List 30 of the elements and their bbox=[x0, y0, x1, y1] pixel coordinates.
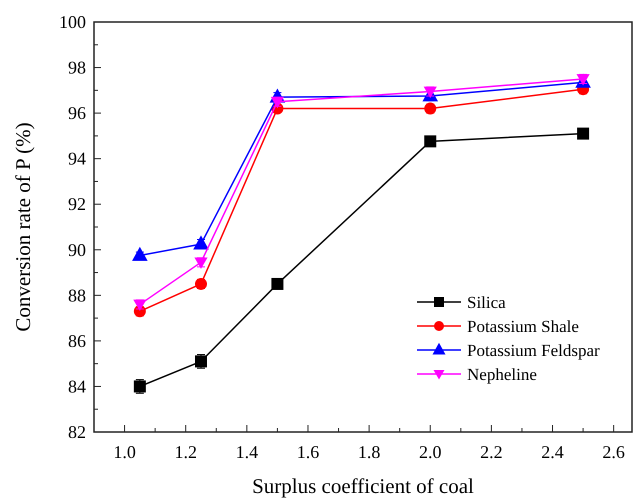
y-tick-label: 92 bbox=[68, 194, 86, 214]
x-tick-label: 1.4 bbox=[236, 442, 258, 462]
y-tick-label: 96 bbox=[68, 103, 86, 124]
legend-label: Potassium Feldspar bbox=[467, 341, 600, 360]
x-tick-label: 1.0 bbox=[113, 442, 136, 462]
x-tick-label: 1.2 bbox=[174, 442, 197, 462]
y-tick-label: 94 bbox=[68, 148, 86, 169]
x-tick-label: 1.6 bbox=[296, 442, 320, 462]
x-tick-label: 2.2 bbox=[480, 442, 503, 462]
legend-label: Nepheline bbox=[467, 365, 537, 384]
point bbox=[424, 135, 436, 148]
y-tick-label: 100 bbox=[59, 12, 86, 32]
x-tick-label: 1.8 bbox=[358, 442, 380, 462]
y-tick-label: 86 bbox=[68, 330, 86, 351]
y-tick-label: 82 bbox=[68, 422, 86, 442]
y-tick-label: 98 bbox=[68, 58, 86, 78]
point bbox=[271, 278, 284, 290]
legend-label: Silica bbox=[467, 293, 506, 312]
legend-label: Potassium Shale bbox=[467, 317, 579, 336]
x-axis-title: Surplus coefficient of coal bbox=[252, 474, 474, 498]
y-axis-title: Conversion rate of P (%) bbox=[11, 122, 35, 332]
x-tick-label: 2.4 bbox=[541, 442, 564, 462]
y-tick-label: 90 bbox=[68, 240, 86, 260]
point bbox=[194, 258, 208, 269]
point bbox=[270, 96, 284, 108]
y-tick-label: 84 bbox=[68, 376, 86, 396]
x-tick-label: 2.0 bbox=[419, 442, 442, 462]
x-tick-label: 2.6 bbox=[602, 442, 625, 462]
point bbox=[577, 128, 590, 140]
y-tick-label: 88 bbox=[68, 285, 86, 306]
